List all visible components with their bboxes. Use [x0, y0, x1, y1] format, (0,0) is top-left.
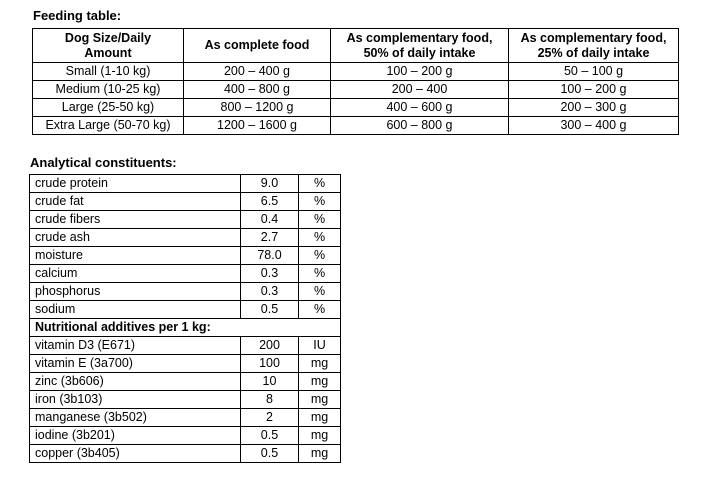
table-cell-unit: mg [298, 408, 341, 427]
table-cell-value: 0.5 [240, 426, 299, 445]
table-row: crude ash 2.7 % [29, 228, 341, 247]
column-header-complementary-25: As complementary food, 25% of daily inta… [508, 28, 679, 63]
table-cell-label: crude fibers [29, 210, 241, 229]
column-header-dog-size: Dog Size/Daily Amount [32, 28, 184, 63]
table-cell-value: 0.3 [240, 264, 299, 283]
table-cell-unit: % [298, 192, 341, 211]
table-cell-complementary-50: 600 – 800 g [330, 116, 509, 135]
table-row: crude fat 6.5 % [29, 192, 341, 211]
table-cell-complementary-25: 300 – 400 g [508, 116, 679, 135]
table-cell-label: zinc (3b606) [29, 372, 241, 391]
table-cell-label: crude ash [29, 228, 241, 247]
table-row: moisture 78.0 % [29, 246, 341, 265]
table-cell-complementary-25: 50 – 100 g [508, 62, 679, 81]
table-row: iron (3b103) 8 mg [29, 390, 341, 409]
table-cell-dog-size: Extra Large (50-70 kg) [32, 116, 184, 135]
table-cell-unit: % [298, 282, 341, 301]
table-cell-complementary-50: 100 – 200 g [330, 62, 509, 81]
table-cell-value: 9.0 [240, 174, 299, 193]
table-row: Large (25-50 kg) 800 – 1200 g 400 – 600 … [32, 98, 679, 117]
table-cell-value: 100 [240, 354, 299, 373]
table-row: crude protein 9.0 % [29, 174, 341, 193]
table-cell-value: 200 [240, 336, 299, 355]
additives-section-header: Nutritional additives per 1 kg: [29, 318, 341, 337]
table-row: copper (3b405) 0.5 mg [29, 444, 341, 463]
analytical-constituents-title: Analytical constituents: [30, 155, 177, 170]
table-row: Extra Large (50-70 kg) 1200 – 1600 g 600… [32, 116, 679, 135]
table-cell-dog-size: Medium (10-25 kg) [32, 80, 184, 99]
table-row: vitamin D3 (E671) 200 IU [29, 336, 341, 355]
table-cell-label: moisture [29, 246, 241, 265]
table-cell-value: 2 [240, 408, 299, 427]
table-cell-complete-food: 400 – 800 g [183, 80, 331, 99]
table-cell-value: 78.0 [240, 246, 299, 265]
table-row: Small (1-10 kg) 200 – 400 g 100 – 200 g … [32, 62, 679, 81]
table-cell-unit: % [298, 246, 341, 265]
table-cell-label: sodium [29, 300, 241, 319]
table-cell-dog-size: Large (25-50 kg) [32, 98, 184, 117]
table-row: zinc (3b606) 10 mg [29, 372, 341, 391]
table-cell-unit: % [298, 174, 341, 193]
table-cell-complete-food: 800 – 1200 g [183, 98, 331, 117]
table-cell-dog-size: Small (1-10 kg) [32, 62, 184, 81]
feeding-table: Dog Size/Daily Amount As complete food A… [32, 28, 679, 135]
table-cell-unit: % [298, 210, 341, 229]
table-row: calcium 0.3 % [29, 264, 341, 283]
table-cell-unit: IU [298, 336, 341, 355]
table-cell-label: crude fat [29, 192, 241, 211]
column-header-complete-food: As complete food [183, 28, 331, 63]
table-row: Medium (10-25 kg) 400 – 800 g 200 – 400 … [32, 80, 679, 99]
table-cell-label: manganese (3b502) [29, 408, 241, 427]
analytical-constituents-table: crude protein 9.0 % crude fat 6.5 % crud… [29, 174, 341, 463]
additives-section-header-row: Nutritional additives per 1 kg: [29, 318, 341, 337]
table-row: phosphorus 0.3 % [29, 282, 341, 301]
table-cell-value: 0.5 [240, 444, 299, 463]
feeding-header-row: Dog Size/Daily Amount As complete food A… [32, 28, 679, 63]
table-cell-value: 0.3 [240, 282, 299, 301]
table-cell-unit: % [298, 264, 341, 283]
table-cell-label: iron (3b103) [29, 390, 241, 409]
table-cell-value: 0.5 [240, 300, 299, 319]
table-cell-complementary-25: 200 – 300 g [508, 98, 679, 117]
table-cell-value: 2.7 [240, 228, 299, 247]
table-cell-label: crude protein [29, 174, 241, 193]
table-cell-value: 6.5 [240, 192, 299, 211]
table-cell-unit: % [298, 300, 341, 319]
table-row: iodine (3b201) 0.5 mg [29, 426, 341, 445]
table-cell-label: phosphorus [29, 282, 241, 301]
table-cell-label: calcium [29, 264, 241, 283]
table-cell-unit: % [298, 228, 341, 247]
table-cell-value: 10 [240, 372, 299, 391]
table-cell-complementary-25: 100 – 200 g [508, 80, 679, 99]
table-cell-label: vitamin E (3a700) [29, 354, 241, 373]
table-cell-value: 8 [240, 390, 299, 409]
feeding-table-title: Feeding table: [33, 8, 122, 23]
table-cell-complementary-50: 400 – 600 g [330, 98, 509, 117]
table-cell-unit: mg [298, 354, 341, 373]
table-cell-label: vitamin D3 (E671) [29, 336, 241, 355]
table-cell-complete-food: 200 – 400 g [183, 62, 331, 81]
table-cell-unit: mg [298, 390, 341, 409]
table-cell-label: iodine (3b201) [29, 426, 241, 445]
column-header-complementary-50: As complementary food, 50% of daily inta… [330, 28, 509, 63]
table-cell-label: copper (3b405) [29, 444, 241, 463]
table-cell-unit: mg [298, 372, 341, 391]
table-cell-value: 0.4 [240, 210, 299, 229]
table-cell-unit: mg [298, 426, 341, 445]
table-row: crude fibers 0.4 % [29, 210, 341, 229]
table-row: manganese (3b502) 2 mg [29, 408, 341, 427]
table-row: sodium 0.5 % [29, 300, 341, 319]
table-row: vitamin E (3a700) 100 mg [29, 354, 341, 373]
table-cell-complete-food: 1200 – 1600 g [183, 116, 331, 135]
table-cell-complementary-50: 200 – 400 [330, 80, 509, 99]
table-cell-unit: mg [298, 444, 341, 463]
